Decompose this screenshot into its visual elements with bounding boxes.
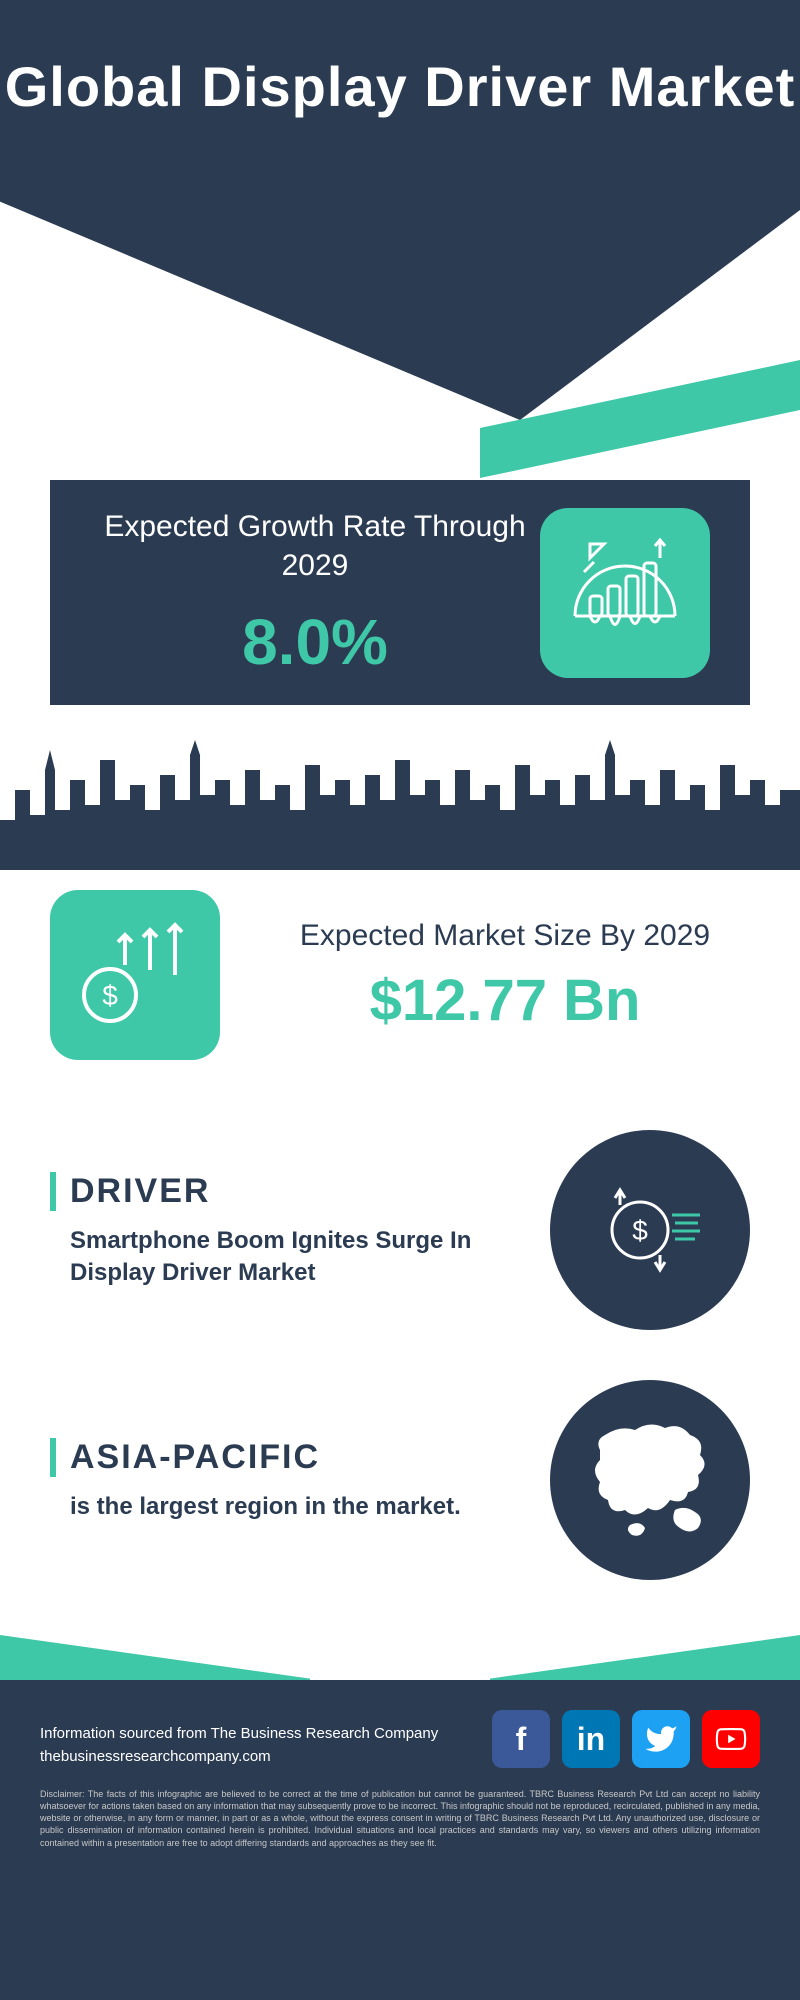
skyline-icon: [0, 730, 800, 870]
driver-desc: Smartphone Boom Ignites Surge In Display…: [50, 1225, 520, 1287]
source-line2: thebusinessresearchcompany.com: [40, 1746, 438, 1769]
facebook-icon[interactable]: f: [492, 1710, 550, 1768]
driver-title: DRIVER: [50, 1172, 520, 1211]
growth-value: 8.0%: [90, 605, 540, 679]
source-text: Information sourced from The Business Re…: [40, 1723, 438, 1768]
market-value: $12.77 Bn: [260, 967, 750, 1034]
linkedin-icon[interactable]: in: [562, 1710, 620, 1768]
driver-icon: $: [550, 1130, 750, 1330]
region-row: ASIA-PACIFIC is the largest region in th…: [50, 1380, 750, 1580]
twitter-icon[interactable]: [632, 1710, 690, 1768]
social-row: f in: [492, 1710, 760, 1768]
page-title: Global Display Driver Market: [0, 55, 800, 119]
region-icon: [550, 1380, 750, 1580]
source-line1: Information sourced from The Business Re…: [40, 1723, 438, 1746]
market-size-icon: $: [50, 890, 220, 1060]
market-label: Expected Market Size By 2029: [260, 916, 750, 955]
header-band: Global Display Driver Market: [0, 0, 800, 420]
footer: Information sourced from The Business Re…: [0, 1680, 800, 2000]
disclaimer-text: Disclaimer: The facts of this infographi…: [40, 1788, 760, 1849]
driver-row: DRIVER Smartphone Boom Ignites Surge In …: [50, 1130, 750, 1330]
svg-text:$: $: [102, 980, 118, 1011]
growth-rate-panel: Expected Growth Rate Through 2029 8.0%: [50, 480, 750, 705]
region-desc: is the largest region in the market.: [50, 1491, 520, 1522]
youtube-icon[interactable]: [702, 1710, 760, 1768]
market-size-panel: $ Expected Market Size By 2029 $12.77 Bn: [50, 870, 750, 1080]
region-title: ASIA-PACIFIC: [50, 1438, 520, 1477]
svg-text:$: $: [632, 1215, 648, 1246]
growth-label: Expected Growth Rate Through 2029: [90, 507, 540, 585]
growth-icon: [540, 508, 710, 678]
